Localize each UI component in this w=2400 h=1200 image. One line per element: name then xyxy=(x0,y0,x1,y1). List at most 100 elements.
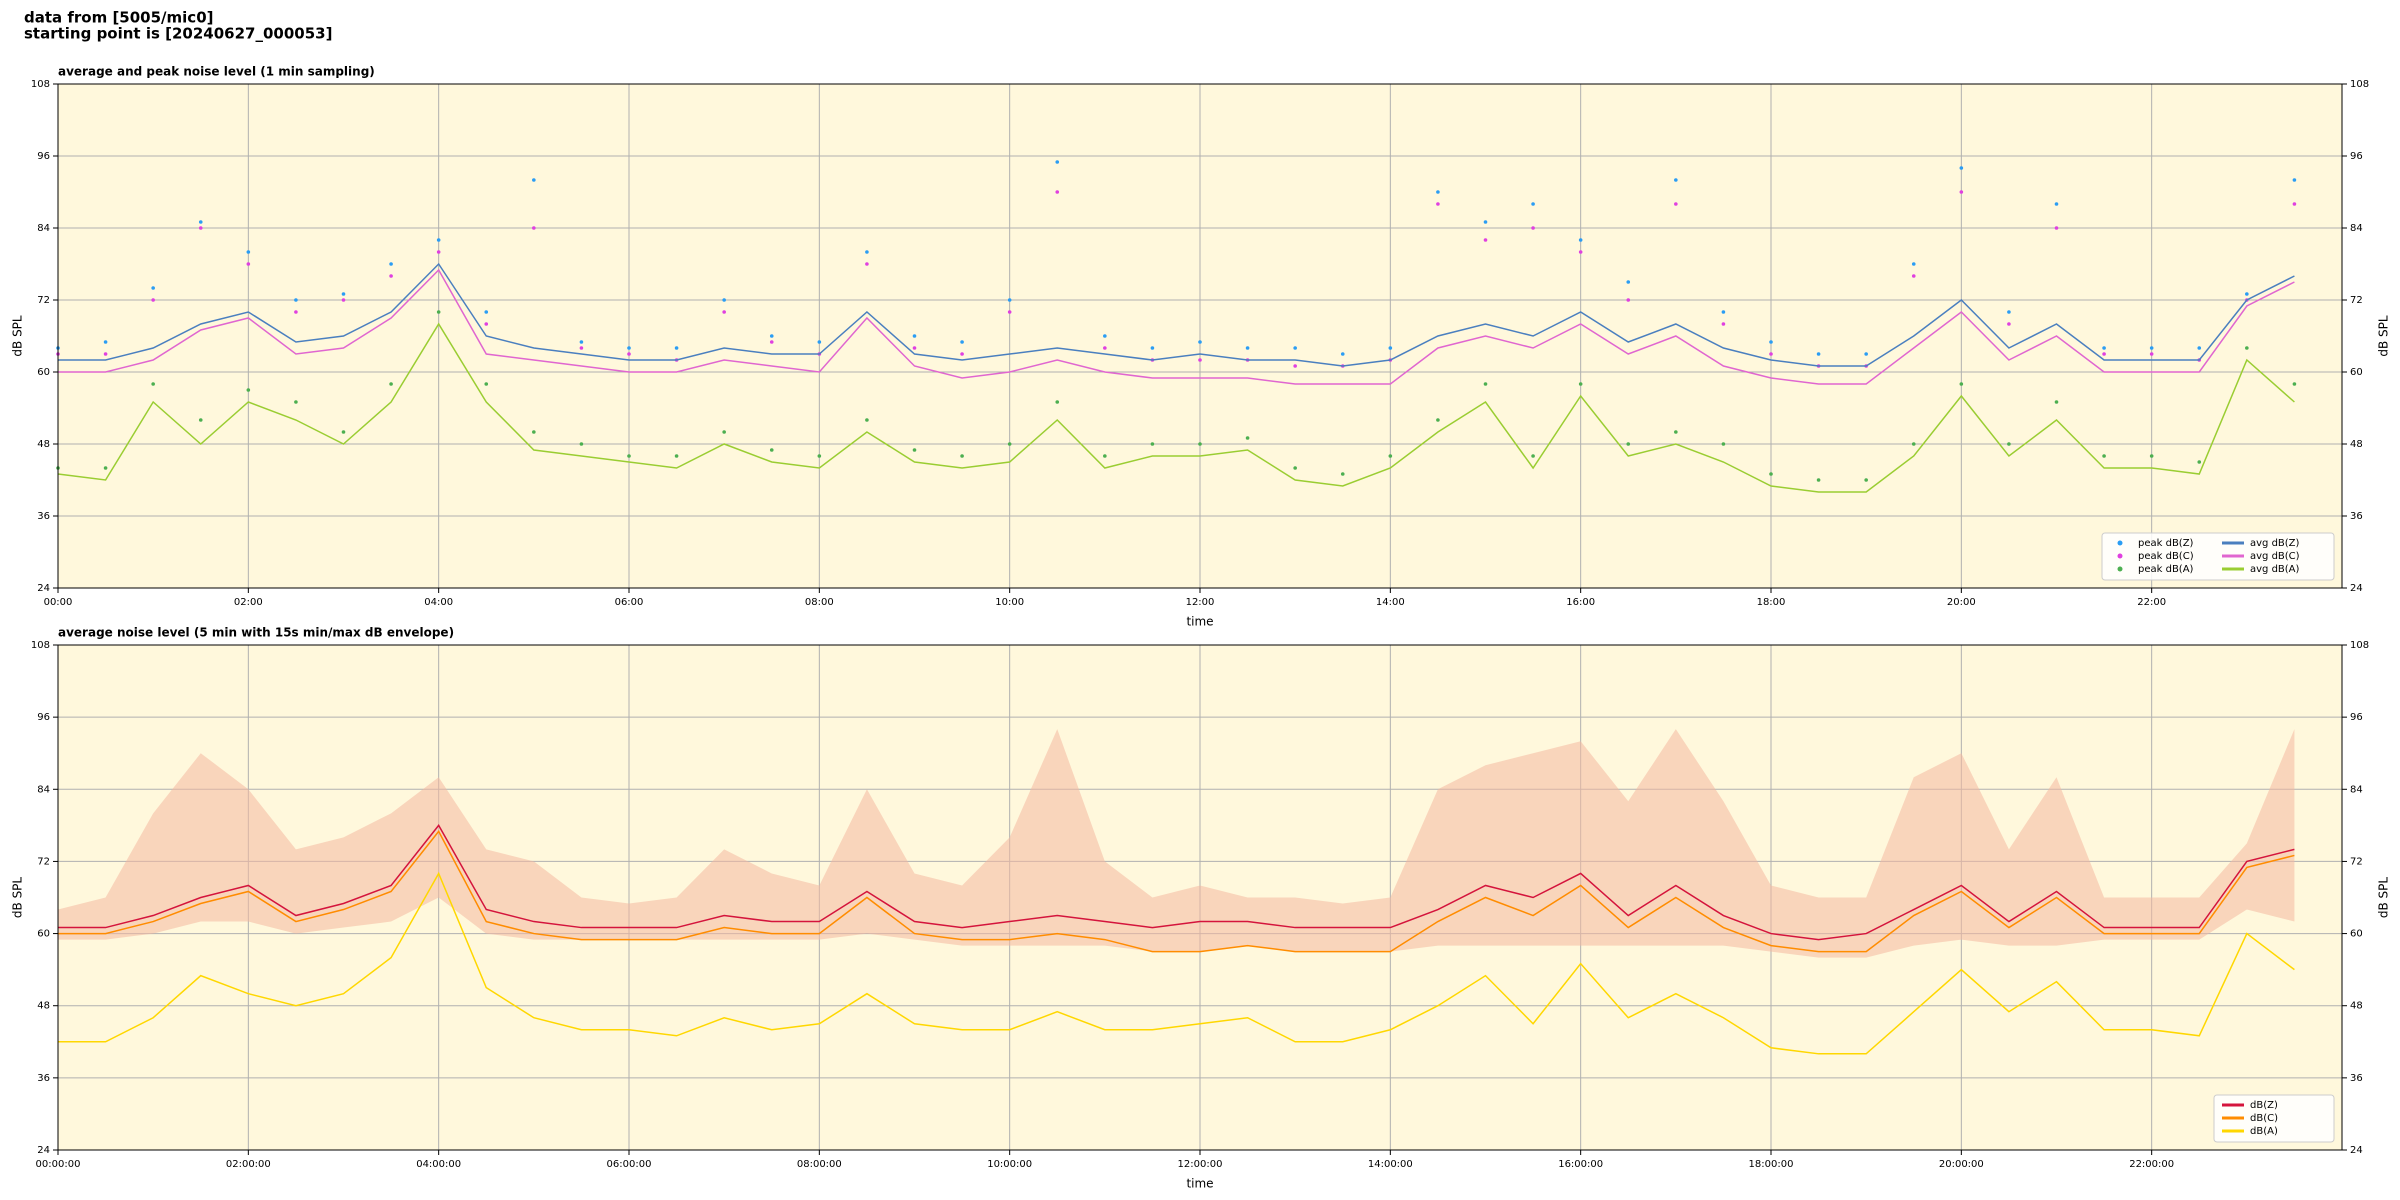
peak-point xyxy=(1674,430,1678,434)
peak-point xyxy=(1150,442,1155,446)
x-tick-label: 08:00 xyxy=(805,597,834,608)
peak-point xyxy=(1531,454,1535,458)
peak-point xyxy=(1388,454,1393,458)
chart-title: average noise level (5 min with 15s min/… xyxy=(58,626,454,640)
peak-point xyxy=(1864,478,1868,482)
y-tick-label: 108 xyxy=(31,79,50,90)
peak-point xyxy=(579,442,584,446)
legend-label: peak dB(C) xyxy=(2138,551,2194,562)
x-tick-label: 14:00 xyxy=(1376,597,1405,608)
peak-point xyxy=(627,346,631,350)
y2-tick-label: 24 xyxy=(2350,583,2363,594)
peak-point xyxy=(389,274,393,278)
legend-label: peak dB(Z) xyxy=(2138,538,2194,549)
peak-point xyxy=(1150,346,1155,350)
x-tick-label: 20:00 xyxy=(1947,597,1976,608)
peak-point xyxy=(2245,292,2249,296)
peak-point xyxy=(198,418,203,422)
y2-axis-label: dB SPL xyxy=(2377,315,2391,357)
x-tick-label: 18:00 xyxy=(1757,597,1786,608)
peak-point xyxy=(912,346,917,350)
peak-point xyxy=(198,226,203,230)
x-tick-label: 02:00 xyxy=(234,597,263,608)
peak-point xyxy=(389,382,393,386)
peak-point xyxy=(1388,346,1393,350)
peak-point xyxy=(1103,346,1107,350)
plot-frame xyxy=(57,644,2343,1151)
peak-point xyxy=(341,430,346,434)
peak-point xyxy=(1911,442,1916,446)
legend-marker xyxy=(2117,540,2123,546)
peak-point xyxy=(532,430,536,434)
peak-point xyxy=(960,340,964,344)
peak-point xyxy=(1911,274,1916,278)
plot-frame xyxy=(57,83,2343,589)
x-tick-label: 04:00 xyxy=(424,597,453,608)
peak-point xyxy=(151,298,155,302)
legend-label: dB(Z) xyxy=(2250,1100,2278,1111)
y-tick-label: 72 xyxy=(37,856,50,867)
peak-point xyxy=(341,298,346,302)
header-line: data from [5005/mic0] xyxy=(24,9,214,27)
x-tick-label: 00:00:00 xyxy=(36,1159,81,1170)
legend-label: peak dB(A) xyxy=(2138,564,2194,575)
y2-tick-label: 60 xyxy=(2350,367,2363,378)
peak-point xyxy=(1816,478,1821,482)
peak-point xyxy=(1769,352,1773,356)
peak-point xyxy=(198,220,203,224)
x-tick-label: 02:00:00 xyxy=(226,1159,271,1170)
peak-point xyxy=(2007,442,2011,446)
peak-point xyxy=(1055,190,1060,194)
peak-point xyxy=(627,454,631,458)
x-tick-label: 22:00 xyxy=(2137,597,2166,608)
x-tick-label: 18:00:00 xyxy=(1749,1159,1794,1170)
peak-point xyxy=(1959,166,1964,170)
peak-point xyxy=(246,388,251,392)
peak-point xyxy=(436,310,441,314)
y-tick-label: 36 xyxy=(37,511,50,522)
y-tick-label: 72 xyxy=(37,295,50,306)
peak-point xyxy=(1483,220,1488,224)
peak-point xyxy=(1626,298,1631,302)
peak-point xyxy=(1959,190,1964,194)
peak-point xyxy=(2102,346,2106,350)
peak-point xyxy=(1674,202,1678,206)
peak-point xyxy=(1293,466,1297,470)
peak-point xyxy=(436,238,441,242)
peak-point xyxy=(532,226,536,230)
series-line xyxy=(58,824,2295,941)
x-tick-label: 16:00 xyxy=(1566,597,1595,608)
y2-axis-label: dB SPL xyxy=(2377,877,2391,919)
peak-point xyxy=(1578,250,1583,254)
peak-point xyxy=(1578,238,1583,242)
series-line xyxy=(58,262,2295,367)
peak-point xyxy=(817,340,822,344)
x-tick-label: 16:00:00 xyxy=(1558,1159,1603,1170)
x-tick-label: 00:00 xyxy=(44,597,73,608)
peak-point xyxy=(1436,190,1440,194)
peak-point xyxy=(1531,202,1535,206)
peak-point xyxy=(1198,442,1202,446)
peak-point xyxy=(246,262,251,266)
y-tick-label: 96 xyxy=(37,712,50,723)
peak-point xyxy=(246,250,251,254)
peak-point xyxy=(103,466,108,470)
y-tick-label: 60 xyxy=(37,367,50,378)
peak-point xyxy=(722,310,726,314)
peak-point xyxy=(1007,442,1012,446)
legend: dB(Z) dB(C) dB(A) xyxy=(2213,1094,2335,1143)
series-line xyxy=(58,830,2295,953)
peak-point xyxy=(1626,280,1631,284)
y2-tick-label: 72 xyxy=(2350,856,2363,867)
peak-point xyxy=(722,430,726,434)
peak-point xyxy=(2149,454,2154,458)
header-line: starting point is [20240627_000053] xyxy=(24,25,332,43)
peak-point xyxy=(2292,202,2297,206)
legend-label: dB(A) xyxy=(2250,1126,2278,1137)
peak-point xyxy=(1959,382,1964,386)
peak-point xyxy=(2245,346,2249,350)
peak-point xyxy=(960,352,964,356)
peak-point xyxy=(1340,472,1345,476)
peak-point xyxy=(817,454,822,458)
peak-point xyxy=(151,382,155,386)
